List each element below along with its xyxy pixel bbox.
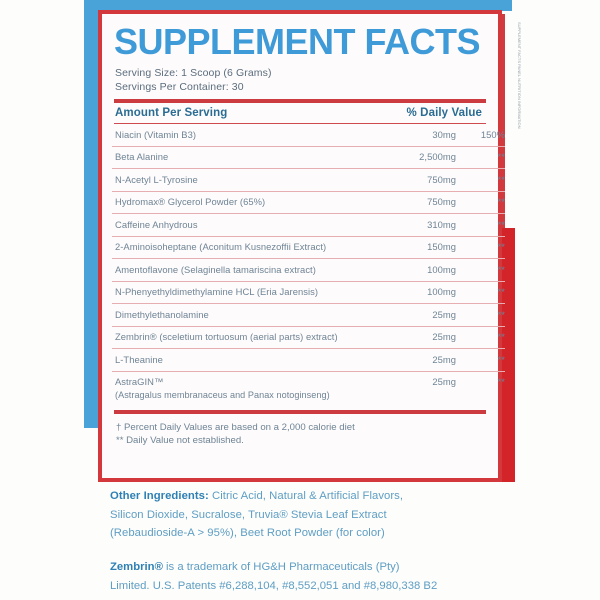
ingredient-daily-value: ** xyxy=(456,348,505,372)
table-header-row: Amount Per Serving % Daily Value xyxy=(112,103,488,123)
trademark-text-1: is a trademark of HG&H Pharmaceuticals (… xyxy=(162,561,400,573)
right-red-band xyxy=(502,228,515,482)
table-row: Caffeine Anhydrous 310mg ** xyxy=(112,213,505,237)
ingredient-name: Beta Alanine xyxy=(112,146,387,170)
rule-above-footnotes xyxy=(114,410,486,414)
header-percent-daily-value: % Daily Value xyxy=(406,106,482,119)
ingredient-botanical-source: (Astragalus membranaceus and Panax notog… xyxy=(115,389,330,400)
supplement-facts-panel: SUPPLEMENT FACTS Serving Size: 1 Scoop (… xyxy=(98,10,505,482)
ingredient-daily-value: ** xyxy=(497,376,505,388)
ingredient-amount: 310mg xyxy=(387,213,456,237)
table-row: Zembrin® (sceletium tortuosum (aerial pa… xyxy=(112,326,505,350)
ingredient-name: Niacin (Vitamin B3) xyxy=(112,124,387,147)
table-row: Amentoflavone (Selaginella tamariscina e… xyxy=(112,258,505,282)
table-row: Dimethylethanolamine 25mg ** xyxy=(112,303,505,327)
ingredient-daily-value: ** xyxy=(456,213,505,237)
footnote-daily-values: † Percent Daily Values are based on a 2,… xyxy=(116,421,355,433)
ingredient-amount: 750mg xyxy=(387,168,456,192)
header-amount-per-serving: Amount Per Serving xyxy=(115,106,228,119)
ingredient-name: N-Phenyethyldimethylamine HCL (Eria Jare… xyxy=(112,281,387,305)
ingredient-amount: 750mg xyxy=(387,191,456,215)
ingredient-daily-value: ** xyxy=(456,326,505,350)
table-row: AstraGIN™ (Astragalus membranaceus and P… xyxy=(112,371,505,405)
footnotes: † Percent Daily Values are based on a 2,… xyxy=(112,414,488,448)
ingredient-name: AstraGIN™ xyxy=(115,376,164,388)
servings-per-container: Servings Per Container: 30 xyxy=(115,81,244,93)
ingredient-daily-value: ** xyxy=(456,303,505,327)
trademark-line-1: Zembrin® is a trademark of HG&H Pharmace… xyxy=(110,558,530,577)
ingredient-amount: 30mg xyxy=(387,124,456,147)
ingredient-name: Hydromax® Glycerol Powder (65%) xyxy=(112,191,387,215)
ingredient-amount: 100mg xyxy=(387,281,456,305)
trademark-line-2: Limited. U.S. Patents #6,288,104, #8,552… xyxy=(110,579,438,592)
table-row: 2-Aminoisoheptane (Aconitum Kusnezoffii … xyxy=(112,236,505,260)
table-row: N-Phenyethyldimethylamine HCL (Eria Jare… xyxy=(112,281,505,305)
ingredients-table-body: Niacin (Vitamin B3) 30mg 150% Beta Alani… xyxy=(112,124,505,405)
other-ingredients-label: Other Ingredients: xyxy=(110,490,209,502)
ingredient-daily-value: ** xyxy=(456,281,505,305)
ingredient-daily-value: ** xyxy=(456,168,505,192)
other-ingredients-line-3: (Rebaudioside-A > 95%), Beet Root Powder… xyxy=(110,527,385,539)
ingredient-name: L-Theanine xyxy=(112,348,387,372)
panel-title: SUPPLEMENT FACTS xyxy=(114,21,481,62)
ingredient-daily-value: ** xyxy=(456,146,505,170)
ingredient-daily-value: ** xyxy=(456,258,505,282)
table-row: L-Theanine 25mg ** xyxy=(112,348,505,372)
rule-below-header xyxy=(114,122,486,125)
other-ingredients-text-1: Citric Acid, Natural & Artificial Flavor… xyxy=(208,490,404,502)
ingredient-daily-value: ** xyxy=(456,191,505,215)
ingredient-name: Dimethylethanolamine xyxy=(112,303,387,327)
ingredient-amount: 100mg xyxy=(387,258,456,282)
ingredient-amount: 25mg xyxy=(387,348,456,372)
right-red-thin-band xyxy=(500,14,505,230)
ingredient-name: 2-Aminoisoheptane (Aconitum Kusnezoffii … xyxy=(112,236,387,260)
ingredient-daily-value: ** xyxy=(456,236,505,260)
table-row: N-Acetyl L-Tyrosine 750mg ** xyxy=(112,168,505,192)
ingredient-amount: 25mg xyxy=(432,376,456,388)
table-row: Niacin (Vitamin B3) 30mg 150% xyxy=(112,124,505,147)
other-ingredients-line-1: Other Ingredients: Citric Acid, Natural … xyxy=(110,487,510,506)
ingredient-name: Amentoflavone (Selaginella tamariscina e… xyxy=(112,258,387,282)
trademark-notice-block: Zembrin® is a trademark of HG&H Pharmace… xyxy=(110,558,530,595)
ingredient-amount: 25mg xyxy=(387,303,456,327)
table-row: Beta Alanine 2,500mg ** xyxy=(112,146,505,170)
footnote-not-established: ** Daily Value not established. xyxy=(116,435,244,447)
rule-above-header xyxy=(114,99,486,103)
ingredient-name-with-botanical: AstraGIN™ (Astragalus membranaceus and P… xyxy=(112,371,387,405)
ingredient-name: Zembrin® (sceletium tortuosum (aerial pa… xyxy=(112,326,387,350)
top-blue-band xyxy=(84,0,512,11)
other-ingredients-line-2: Silicon Dioxide, Sucralose, Truvia® Stev… xyxy=(110,508,387,521)
table-row: Hydromax® Glycerol Powder (65%) 750mg ** xyxy=(112,191,505,215)
left-blue-band xyxy=(84,0,98,428)
serving-size: Serving Size: 1 Scoop (6 Grams) xyxy=(115,67,272,79)
ingredient-name: N-Acetyl L-Tyrosine xyxy=(112,168,387,192)
ingredients-table: Niacin (Vitamin B3) 30mg 150% Beta Alani… xyxy=(112,124,505,405)
ingredient-amount: 2,500mg xyxy=(387,146,456,170)
zembrin-label: Zembrin® xyxy=(110,561,163,573)
vertical-microtext: SUPPLEMENT FACTS PANEL NUTRITION INFORMA… xyxy=(517,22,522,129)
ingredient-daily-value: 150% xyxy=(456,124,505,147)
other-ingredients-block: Other Ingredients: Citric Acid, Natural … xyxy=(110,487,510,543)
ingredient-amount: 25mg xyxy=(387,326,456,350)
ingredient-amount: 150mg xyxy=(387,236,456,260)
ingredient-name: Caffeine Anhydrous xyxy=(112,213,387,237)
